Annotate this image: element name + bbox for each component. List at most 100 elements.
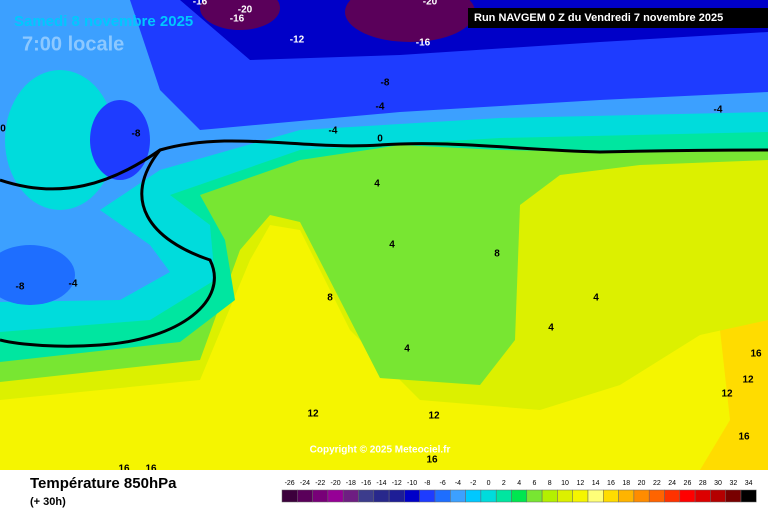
scale-label: 8: [548, 480, 552, 487]
contour-label: 16: [145, 464, 157, 475]
scale-swatch: [358, 489, 375, 503]
contour-label: 4: [548, 323, 554, 334]
contour-label: -20: [423, 0, 438, 8]
contour-label: -8: [381, 78, 390, 89]
scale-swatch: [572, 489, 589, 503]
contour-label: -4: [376, 102, 385, 113]
copyright: Copyright © 2025 Meteociel.fr: [310, 445, 451, 456]
warm-area: [700, 320, 768, 470]
scale-swatch: [450, 489, 466, 503]
contour-label: 12: [721, 389, 733, 400]
zero-isotherm: [0, 149, 216, 348]
scale-swatch: [603, 489, 619, 503]
scale-label: -18: [346, 480, 356, 487]
scale-swatch: [373, 489, 390, 503]
contour-label: 16: [118, 464, 130, 475]
scale-label: -26: [285, 480, 295, 487]
scale-swatch: [541, 489, 558, 503]
contour-label: -16: [230, 14, 245, 25]
scale-swatch: [327, 489, 344, 503]
scale-swatch: [725, 489, 742, 503]
scale-swatch: [342, 489, 359, 503]
contour-label: 12: [307, 409, 319, 420]
contour-label: 8: [327, 293, 333, 304]
scale-swatch: [694, 489, 711, 503]
scale-swatch: [480, 489, 497, 503]
scale-label: 2: [502, 480, 506, 487]
contour-label: -8: [16, 282, 25, 293]
cold-pocket: [0, 245, 75, 305]
contour-label: -12: [290, 35, 305, 46]
scale-label: 6: [532, 480, 536, 487]
scale-swatch: [511, 489, 528, 503]
scale-swatch: [679, 489, 696, 503]
contour-label: -4: [329, 126, 338, 137]
scale-label: 18: [622, 480, 630, 487]
scale-swatch: [648, 489, 665, 503]
scale-label: 10: [561, 480, 569, 487]
scale-swatch: [618, 489, 635, 503]
contour-label: 0: [0, 124, 6, 135]
scale-swatch: [526, 489, 543, 503]
scale-swatch: [297, 489, 313, 503]
scale-label: 30: [714, 480, 722, 487]
greenland: [5, 70, 115, 210]
footer-title: Température 850hPa: [30, 475, 177, 492]
scale-swatch: [419, 489, 436, 503]
zero-isotherm: [0, 139, 768, 191]
contour-label: -16: [416, 38, 431, 49]
scale-swatch: [557, 489, 573, 503]
contour-label: 12: [428, 411, 440, 422]
lead-time: (+ 30h): [30, 496, 66, 508]
scale-label: -22: [315, 480, 325, 487]
scale-swatch: [587, 489, 604, 503]
scale-label: -4: [455, 480, 461, 487]
contour-label: 0: [377, 134, 383, 145]
scale-label: -20: [330, 480, 340, 487]
contour-label: -4: [714, 105, 723, 116]
date: Samedi 8 novembre 2025: [14, 13, 193, 30]
cold-core: [345, 0, 475, 42]
contour-label: 4: [389, 240, 395, 251]
scale-label: 22: [653, 480, 661, 487]
scale-swatch: [281, 489, 298, 503]
cold-pocket: [90, 100, 150, 180]
contour-label: 12: [742, 375, 754, 386]
scale-swatch: [495, 489, 512, 503]
time: 7:00 locale: [22, 33, 124, 55]
run-box: [468, 8, 768, 28]
scale-swatch: [312, 489, 329, 503]
scale-label: -10: [407, 480, 417, 487]
run: Run NAVGEM 0 Z du Vendredi 7 novembre 20…: [474, 12, 723, 24]
scale-label: 14: [592, 480, 600, 487]
scale-swatch: [633, 489, 650, 503]
contour-label: -4: [69, 279, 78, 290]
contour-label: 4: [374, 179, 380, 190]
scale-label: 12: [576, 480, 584, 487]
scale-label: 28: [699, 480, 707, 487]
scale-label: -24: [300, 480, 310, 487]
scale-label: -6: [440, 480, 446, 487]
cold-core: [200, 0, 280, 30]
scale-label: 20: [638, 480, 646, 487]
scale-swatch: [465, 489, 482, 503]
contour-label: 16: [738, 432, 750, 443]
contour-label: -16: [193, 0, 208, 8]
scale-label: 26: [684, 480, 692, 487]
contour-label: -8: [132, 129, 141, 140]
scale-swatch: [404, 489, 420, 503]
scale-label: 4: [517, 480, 521, 487]
scale-swatch: [664, 489, 681, 503]
scale-label: -14: [376, 480, 386, 487]
contour-label: 4: [593, 293, 599, 304]
scale-label: 34: [745, 480, 753, 487]
scale-swatch: [434, 489, 451, 503]
contour-label: -20: [238, 5, 253, 16]
contour-label: 4: [404, 344, 410, 355]
scale-swatch: [740, 489, 757, 503]
scale-label: -2: [470, 480, 476, 487]
scale-label: 24: [668, 480, 676, 487]
scale-label: 32: [729, 480, 737, 487]
